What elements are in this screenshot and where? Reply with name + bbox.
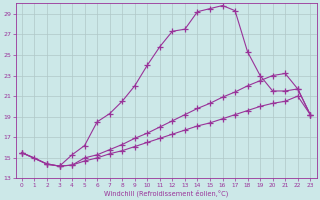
X-axis label: Windchill (Refroidissement éolien,°C): Windchill (Refroidissement éolien,°C) [104,189,228,197]
